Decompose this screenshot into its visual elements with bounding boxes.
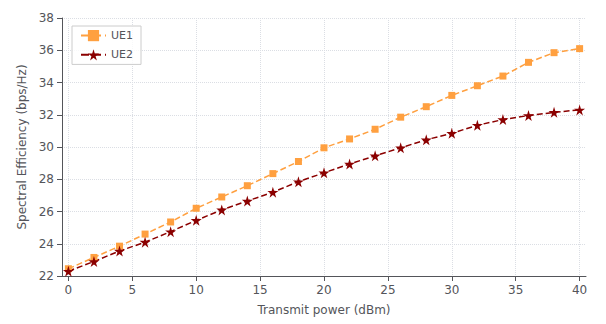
svg-text:10: 10 [189, 283, 204, 297]
svg-text:20: 20 [316, 283, 331, 297]
svg-text:Transmit power (dBm): Transmit power (dBm) [256, 303, 390, 317]
svg-text:0: 0 [65, 283, 73, 297]
svg-text:34: 34 [39, 76, 54, 90]
svg-text:24: 24 [39, 237, 54, 251]
svg-text:UE1: UE1 [111, 29, 133, 42]
svg-text:32: 32 [39, 108, 54, 122]
svg-text:38: 38 [39, 11, 54, 25]
svg-text:5: 5 [128, 283, 136, 297]
svg-text:25: 25 [380, 283, 395, 297]
svg-text:26: 26 [39, 205, 54, 219]
svg-text:22: 22 [39, 269, 54, 283]
svg-text:36: 36 [39, 43, 54, 57]
svg-text:35: 35 [508, 283, 523, 297]
svg-text:15: 15 [252, 283, 267, 297]
svg-text:28: 28 [39, 172, 54, 186]
svg-text:Spectral Efficiency (bps/Hz): Spectral Efficiency (bps/Hz) [15, 64, 29, 229]
svg-text:UE2: UE2 [111, 48, 133, 61]
svg-text:30: 30 [444, 283, 459, 297]
svg-text:30: 30 [39, 140, 54, 154]
svg-text:40: 40 [572, 283, 587, 297]
